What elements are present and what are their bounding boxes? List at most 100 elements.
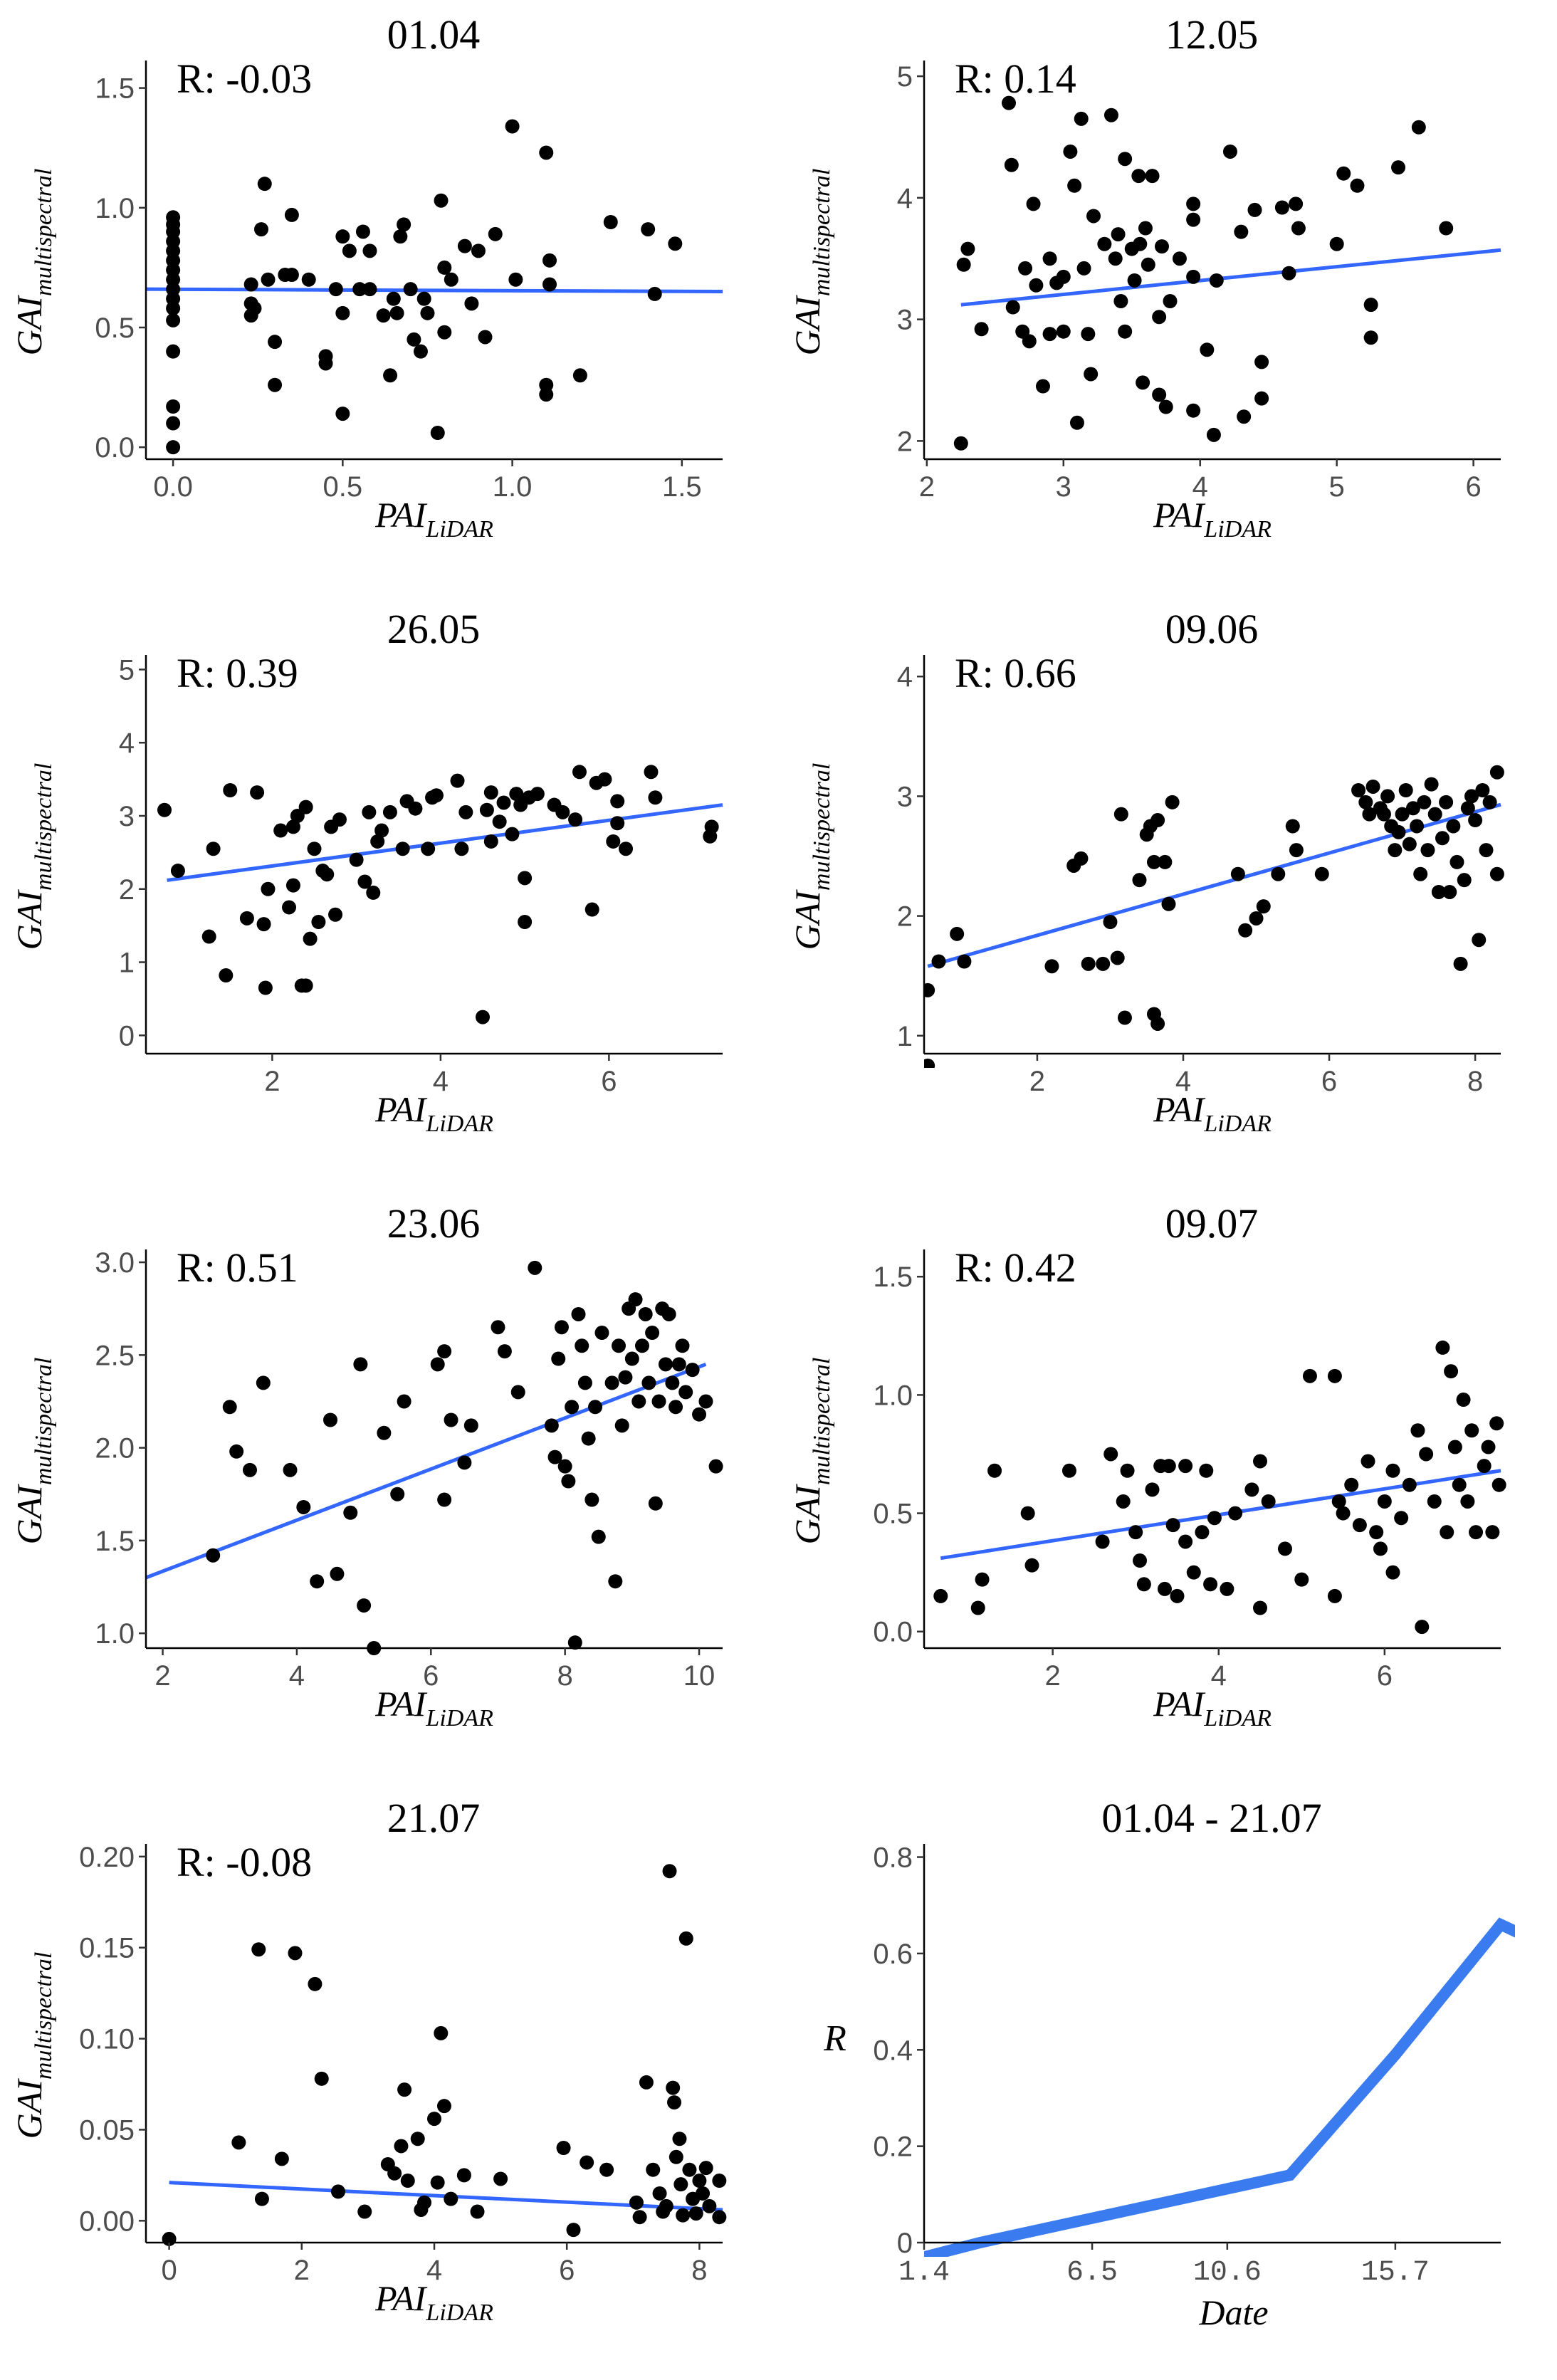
panel-r-timeseries: 01.04 - 21.07 1.4 6.5 10.6 15.7 0 0.2 0.4 0.6 0.8… (778, 1783, 1556, 2378)
data-point (284, 207, 299, 222)
data-point (1327, 1588, 1342, 1603)
data-point (953, 436, 968, 451)
data-point (1254, 355, 1269, 369)
y-tick-label: 0.2 (873, 2132, 913, 2163)
r-series-line (924, 1917, 1515, 2257)
panel-23-06: 23.06 R: 0.51 2 4 6 8 10 1.0 1.5 2.0 2.5 3.0 PAILiDA… (0, 1189, 778, 1783)
data-point (1121, 1071, 1136, 1085)
y-tick-label: 1.0 (873, 1380, 913, 1411)
data-point (1161, 896, 1176, 911)
data-point (479, 802, 494, 817)
data-point (323, 1412, 338, 1427)
data-point (1203, 1577, 1218, 1592)
data-point (166, 399, 181, 414)
data-point (554, 1320, 569, 1335)
data-point (166, 440, 181, 455)
data-point (603, 215, 618, 229)
data-point (1377, 1494, 1392, 1509)
data-point (1061, 1463, 1076, 1478)
r-value-label: R: 0.14 (955, 56, 1076, 102)
data-point (712, 2174, 727, 2188)
data-point (960, 241, 975, 256)
data-point (247, 301, 262, 316)
x-tick-label: 4 (1211, 1660, 1227, 1692)
data-point (619, 842, 634, 856)
plot-area (924, 1917, 1515, 2257)
data-point (597, 772, 612, 787)
data-point (357, 874, 372, 889)
data-point (1435, 831, 1449, 846)
data-point (1453, 956, 1468, 971)
y-tick-label: 1.0 (95, 193, 135, 224)
data-point (1489, 1416, 1504, 1431)
x-axis-label: PAILiDAR (1153, 495, 1272, 542)
x-axis-label: PAILiDAR (1153, 1684, 1272, 1731)
data-point (366, 885, 381, 900)
data-point (335, 407, 350, 421)
data-point (1249, 911, 1264, 926)
data-point (397, 217, 411, 232)
data-point (647, 286, 662, 301)
data-point (362, 804, 377, 819)
data-point (330, 1566, 345, 1581)
data-point (430, 426, 445, 440)
data-point (1150, 813, 1165, 828)
regression-line (146, 1363, 707, 1580)
data-point (1145, 169, 1160, 184)
data-point (1253, 1454, 1268, 1469)
data-point (389, 305, 404, 320)
data-point (1285, 819, 1300, 834)
data-point (496, 795, 511, 810)
data-point (950, 926, 965, 941)
data-point (1352, 1518, 1367, 1533)
y-tick-label: 3 (897, 305, 913, 336)
data-point (1464, 1423, 1479, 1438)
data-point (1133, 1553, 1148, 1568)
data-point (594, 1326, 609, 1341)
data-point (652, 2186, 667, 2201)
data-point (1485, 1525, 1500, 1540)
data-point (403, 282, 418, 297)
data-point (1331, 1494, 1346, 1509)
data-point (1351, 783, 1366, 797)
data-point (254, 222, 268, 237)
data-point (1475, 783, 1490, 797)
data-point (1084, 367, 1099, 382)
data-point (1369, 1525, 1384, 1540)
data-point (429, 788, 444, 803)
data-point (565, 1400, 580, 1415)
x-axis-label: PAILiDAR (1153, 1089, 1272, 1137)
data-point (671, 1357, 686, 1372)
data-point (1460, 801, 1475, 816)
data-point (1200, 342, 1215, 357)
data-point (332, 812, 347, 827)
data-point (1244, 1482, 1259, 1497)
data-point (1097, 236, 1112, 251)
data-point (1442, 884, 1457, 899)
data-point (1044, 959, 1059, 974)
data-point (645, 1326, 660, 1341)
data-point (223, 783, 238, 797)
y-tick-label: 3 (119, 801, 135, 832)
data-point (1186, 212, 1201, 227)
data-point (1439, 795, 1454, 809)
data-point (1220, 1581, 1234, 1596)
data-point (310, 1574, 325, 1589)
x-tick-label: 8 (691, 2255, 707, 2286)
data-point (231, 2135, 246, 2150)
data-point (1136, 1577, 1151, 1592)
data-point (572, 368, 587, 383)
data-point (1492, 1477, 1506, 1492)
data-point (1154, 239, 1169, 254)
data-point (508, 272, 523, 287)
data-point (243, 277, 258, 292)
data-point (1207, 1511, 1222, 1526)
data-point (568, 812, 583, 827)
data-point (631, 1394, 646, 1409)
data-point (362, 243, 377, 258)
data-point (1402, 837, 1417, 851)
data-point (1477, 1459, 1492, 1474)
y-tick-label: 0.8 (873, 1842, 913, 1874)
data-point (1002, 95, 1017, 110)
x-axis-label: Date (1198, 2292, 1268, 2332)
